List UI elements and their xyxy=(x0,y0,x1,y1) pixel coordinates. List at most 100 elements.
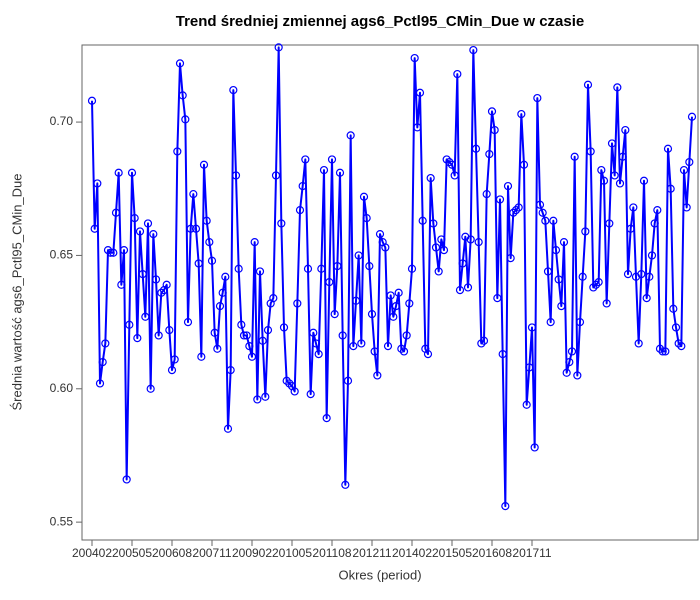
data-point xyxy=(423,350,433,359)
data-point xyxy=(95,379,105,388)
data-point xyxy=(399,347,409,356)
y-tick-label: 0.65 xyxy=(50,248,74,262)
data-point xyxy=(373,371,382,380)
data-point xyxy=(338,331,347,340)
data-point xyxy=(319,165,329,175)
data-point xyxy=(509,208,518,217)
data-point xyxy=(679,165,689,175)
data-point xyxy=(141,312,150,321)
x-tick-label: 201608 xyxy=(472,546,512,560)
data-point xyxy=(589,283,598,292)
data-point xyxy=(269,294,278,303)
plot-frame xyxy=(81,44,699,541)
data-point xyxy=(687,112,697,121)
data-point xyxy=(511,205,521,215)
data-point xyxy=(602,299,611,308)
data-point xyxy=(463,283,473,292)
data-point xyxy=(405,299,414,308)
data-point xyxy=(146,384,155,393)
x-tick-label: 201711 xyxy=(512,546,551,560)
data-point xyxy=(178,91,187,100)
data-point xyxy=(479,336,489,345)
data-point xyxy=(210,328,219,337)
data-point xyxy=(133,334,142,343)
data-point xyxy=(605,219,614,228)
data-point xyxy=(490,125,499,135)
x-tick-label: 200902 xyxy=(232,546,272,560)
data-point xyxy=(591,280,601,289)
data-point xyxy=(498,350,507,359)
data-point xyxy=(402,331,411,340)
data-point xyxy=(245,342,254,351)
data-point xyxy=(290,387,299,396)
data-point xyxy=(685,157,694,167)
data-point xyxy=(247,352,257,361)
data-point xyxy=(535,200,545,209)
data-point xyxy=(279,323,289,332)
data-point xyxy=(594,277,603,287)
data-point xyxy=(231,171,241,180)
data-point xyxy=(253,395,262,404)
data-point xyxy=(242,331,251,340)
data-point xyxy=(258,336,267,345)
data-point xyxy=(205,237,214,247)
data-point xyxy=(271,171,281,180)
data-point xyxy=(295,205,305,215)
data-point xyxy=(221,272,230,281)
data-point xyxy=(157,288,166,297)
data-point xyxy=(647,251,657,260)
data-point xyxy=(485,149,494,159)
data-point xyxy=(434,267,443,276)
data-point xyxy=(650,219,659,228)
data-point xyxy=(394,288,403,297)
data-point xyxy=(274,43,283,52)
data-point xyxy=(381,243,390,252)
data-point xyxy=(466,235,475,244)
data-point xyxy=(543,267,553,276)
data-point xyxy=(581,227,590,236)
data-point xyxy=(351,296,361,305)
data-point xyxy=(165,326,174,335)
x-tick-label: 201108 xyxy=(312,546,351,560)
data-point xyxy=(173,147,182,156)
data-point xyxy=(250,237,259,247)
data-point xyxy=(111,208,121,217)
x-tick-label: 201005 xyxy=(272,546,312,560)
data-point xyxy=(567,347,577,356)
data-point xyxy=(541,216,550,225)
data-point xyxy=(186,224,195,233)
data-point xyxy=(573,371,582,380)
y-tick-label: 0.70 xyxy=(50,114,74,128)
data-point xyxy=(658,347,667,356)
data-point xyxy=(439,245,449,255)
data-point xyxy=(282,376,291,385)
data-point xyxy=(202,216,211,225)
x-tick-label: 200608 xyxy=(152,546,192,560)
data-point xyxy=(677,342,686,351)
data-point xyxy=(682,203,691,212)
data-point xyxy=(607,139,617,148)
data-point xyxy=(519,160,529,169)
data-point xyxy=(586,147,595,156)
data-point xyxy=(522,400,531,409)
data-point xyxy=(674,339,683,348)
data-point xyxy=(669,304,678,313)
data-point xyxy=(93,179,102,188)
data-point xyxy=(575,318,585,327)
data-point xyxy=(237,320,246,329)
data-point xyxy=(559,237,569,247)
x-tick-label: 200505 xyxy=(112,546,152,560)
data-point xyxy=(362,213,371,223)
data-point xyxy=(261,392,270,401)
data-point xyxy=(503,181,513,191)
x-tick-label: 201211 xyxy=(352,546,391,560)
data-point xyxy=(549,216,558,225)
data-point xyxy=(365,261,374,271)
data-point xyxy=(493,294,502,303)
data-point xyxy=(367,310,377,319)
data-point xyxy=(610,171,619,180)
data-point xyxy=(357,339,366,348)
